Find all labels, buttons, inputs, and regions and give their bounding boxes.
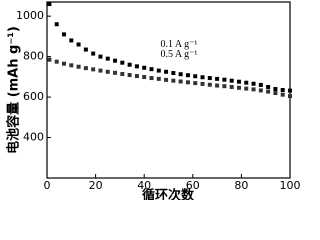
marker	[222, 84, 227, 89]
marker	[156, 68, 161, 73]
y-tick-label: 600	[23, 90, 44, 103]
marker	[164, 69, 169, 74]
x-tick-label: 100	[280, 179, 301, 192]
marker	[273, 91, 278, 96]
marker	[288, 88, 292, 93]
marker	[113, 70, 118, 75]
marker	[127, 62, 132, 67]
marker	[258, 82, 263, 87]
marker	[207, 76, 212, 81]
series-annotation: 0.1 A g⁻¹	[160, 39, 197, 50]
marker	[69, 63, 74, 68]
x-tick-label: 20	[89, 179, 103, 192]
marker	[171, 78, 176, 83]
marker	[47, 57, 52, 62]
marker	[149, 67, 154, 72]
marker	[222, 77, 227, 82]
marker	[47, 2, 52, 7]
marker	[134, 74, 139, 79]
marker	[62, 61, 67, 66]
marker	[178, 72, 183, 77]
series-annotation: 0.5 A g⁻¹	[160, 49, 197, 60]
marker	[200, 81, 205, 86]
x-tick-label: 40	[137, 179, 151, 192]
y-tick-label: 800	[23, 50, 44, 63]
marker	[200, 75, 205, 80]
marker	[185, 80, 190, 85]
marker	[164, 77, 169, 82]
marker	[185, 73, 190, 78]
marker	[113, 58, 118, 63]
x-tick-label: 80	[234, 179, 248, 192]
marker	[91, 51, 96, 56]
marker	[229, 78, 234, 83]
marker	[207, 82, 212, 87]
marker	[120, 72, 125, 77]
marker	[149, 76, 154, 81]
marker	[251, 81, 256, 86]
marker	[120, 60, 125, 65]
marker	[127, 73, 132, 78]
marker	[105, 69, 110, 74]
marker	[91, 67, 96, 72]
x-tick-label: 60	[186, 179, 200, 192]
marker	[236, 85, 241, 90]
marker	[83, 66, 88, 71]
marker	[258, 88, 263, 93]
marker	[54, 22, 59, 27]
marker	[288, 94, 292, 99]
y-tick-label: 400	[23, 131, 44, 144]
y-tick-label: 1000	[16, 9, 44, 22]
marker	[215, 83, 220, 88]
marker	[273, 86, 278, 91]
marker	[280, 88, 285, 92]
marker	[266, 84, 271, 89]
marker	[280, 92, 285, 97]
marker	[244, 80, 249, 85]
marker	[98, 68, 103, 73]
marker	[251, 87, 256, 92]
marker	[142, 75, 147, 80]
marker	[62, 32, 67, 37]
marker	[54, 59, 59, 64]
marker	[69, 38, 74, 43]
marker	[156, 76, 161, 81]
marker	[266, 89, 271, 94]
y-axis-label: 电池容量 (mAh g⁻¹)	[6, 26, 22, 154]
x-tick-label: 0	[44, 179, 51, 192]
marker	[105, 56, 110, 61]
marker	[83, 47, 88, 52]
marker	[134, 64, 139, 69]
marker	[229, 84, 234, 89]
marker	[98, 54, 103, 59]
marker	[193, 74, 198, 79]
marker	[76, 64, 81, 69]
marker	[76, 42, 81, 47]
marker	[193, 81, 198, 86]
marker	[236, 79, 241, 84]
marker	[171, 71, 176, 76]
chart: 循环次数 电池容量 (mAh g⁻¹) 0 20 40 60 80 100 400 600 80…	[6, 1, 301, 201]
marker	[215, 76, 220, 81]
x-axis-label: 循环次数	[142, 188, 195, 201]
marker	[178, 79, 183, 84]
marker	[244, 86, 249, 91]
marker	[142, 65, 147, 70]
